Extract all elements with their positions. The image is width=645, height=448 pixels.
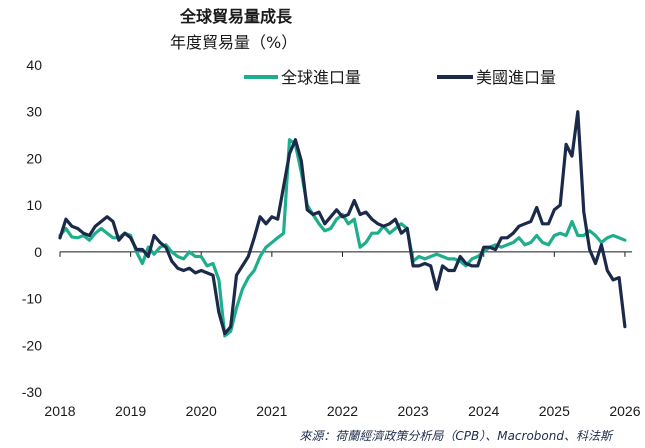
x-tick-label: 2022: [327, 403, 358, 419]
y-tick-label: -30: [22, 384, 42, 400]
series-line-us-imports: [58, 110, 627, 336]
y-tick-label: 10: [26, 197, 42, 213]
x-tick-label: 2025: [539, 403, 570, 419]
series-line-world-imports: [58, 138, 627, 338]
y-tick-label: -20: [22, 337, 42, 353]
chart-subtitle: 年度貿易量（%）: [170, 33, 297, 52]
x-tick-label: 2021: [256, 403, 287, 419]
x-tick-label: 2018: [44, 403, 75, 419]
y-tick-label: 20: [26, 150, 42, 166]
series-lines: [58, 110, 627, 338]
x-tick-label: 2019: [115, 403, 146, 419]
legend-label-us: 美國進口量: [476, 68, 556, 87]
x-tick-label: 2020: [186, 403, 217, 419]
chart-title: 全球貿易量成長: [179, 7, 293, 26]
y-axis: -30 -20 -10 0 10 20 30 40: [22, 57, 42, 400]
x-axis: 2018 2019 2020 2021 2022 2023 2024 2025 2026: [44, 403, 640, 419]
x-tick-label: 2026: [609, 403, 640, 419]
y-tick-label: 30: [26, 104, 42, 120]
source-note: 來源：荷蘭經濟政策分析局（CPB）、Macrobond、科法斯: [299, 429, 614, 443]
y-tick-label: -10: [22, 291, 42, 307]
y-tick-label: 40: [26, 57, 42, 73]
legend: 全球進口量 美國進口量: [244, 68, 556, 87]
legend-label-world: 全球進口量: [281, 68, 361, 87]
x-tick-label: 2023: [398, 403, 429, 419]
x-tick-label: 2024: [468, 403, 499, 419]
y-tick-label: 0: [34, 244, 42, 260]
